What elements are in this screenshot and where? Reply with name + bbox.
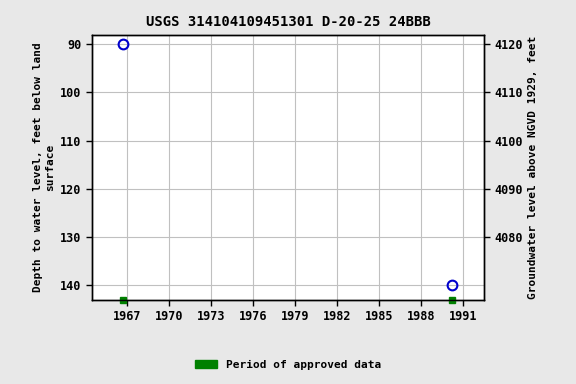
Legend: Period of approved data: Period of approved data [191,356,385,375]
Y-axis label: Groundwater level above NGVD 1929, feet: Groundwater level above NGVD 1929, feet [528,35,539,299]
Y-axis label: Depth to water level, feet below land
surface: Depth to water level, feet below land su… [33,42,55,292]
Title: USGS 314104109451301 D-20-25 24BBB: USGS 314104109451301 D-20-25 24BBB [146,15,430,29]
